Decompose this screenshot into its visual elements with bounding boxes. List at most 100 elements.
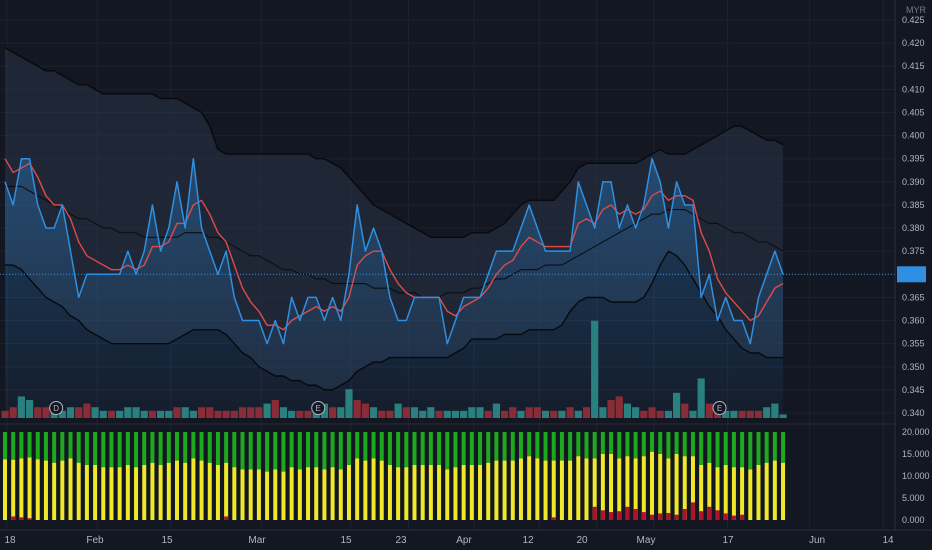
oscillator-bar-red [11, 516, 16, 520]
oscillator-pane[interactable] [3, 432, 786, 520]
oscillator-bar-green [633, 432, 638, 459]
volume-bar [427, 407, 435, 418]
price-pane[interactable] [0, 47, 895, 413]
oscillator-bar-red [641, 512, 646, 520]
oscillator-bar-yellow [412, 465, 417, 520]
oscillator-bar-green [371, 432, 376, 459]
event-marker-circle [49, 401, 64, 415]
oscillator-bar-green [60, 432, 65, 461]
oscillator-bar-red [19, 517, 24, 520]
oscillator-bar-green [568, 432, 573, 461]
oscillator-bar-yellow [199, 460, 204, 520]
volume-bar [615, 396, 623, 418]
oscillator-bar-yellow [314, 467, 319, 520]
bollinger-lower-line [5, 250, 784, 391]
volume-bar [238, 407, 247, 418]
oscillator-axis-tick: 0.000 [902, 515, 925, 525]
oscillator-bar-yellow [461, 465, 466, 520]
oscillator-bar-yellow [518, 458, 523, 520]
oscillator-bar-green [346, 432, 351, 465]
oscillator-bar-yellow [715, 467, 720, 520]
time-axis-label: Apr [456, 535, 472, 546]
oscillator-bar-yellow [43, 460, 48, 520]
time-axis-label: Feb [86, 535, 104, 546]
oscillator-bar-yellow [527, 456, 532, 520]
oscillator-bar-yellow [52, 462, 57, 520]
volume-bar [509, 407, 517, 418]
volume-bar [451, 410, 460, 418]
oscillator-bar-green [289, 432, 294, 468]
volume-bar [140, 410, 148, 418]
oscillator-bar-red [600, 510, 605, 520]
oscillator-bar-yellow [322, 469, 327, 520]
oscillator-bar-green [764, 432, 769, 463]
price-axis-tick: 0.345 [902, 385, 925, 395]
price-axis-tick: 0.410 [902, 84, 925, 94]
oscillator-bar-green [674, 432, 679, 454]
oscillator-bar-green [76, 432, 81, 463]
time-axis-label: 12 [522, 535, 534, 546]
volume-bar [402, 407, 410, 418]
event-marker[interactable]: E [311, 401, 326, 415]
oscillator-bar-yellow [674, 454, 679, 520]
volume-bar [296, 410, 304, 418]
oscillator-bar-yellow [19, 458, 24, 520]
volume-bar [386, 410, 394, 418]
volume-bar [66, 407, 75, 418]
oscillator-bar-yellow [609, 454, 614, 520]
volume-bar [369, 407, 378, 418]
oscillator-bar-green [527, 432, 532, 457]
oscillator-bar-green [379, 432, 384, 461]
price-axis[interactable] [895, 0, 932, 530]
oscillator-bar-yellow [502, 460, 507, 520]
oscillator-bar-yellow [723, 465, 728, 520]
time-axis-label: 23 [395, 535, 407, 546]
time-axis-label: 17 [722, 535, 734, 546]
time-axis-label: Jun [809, 535, 825, 546]
volume-bar [410, 407, 419, 418]
oscillator-bar-yellow [346, 465, 351, 520]
oscillator-bar-green [117, 432, 122, 468]
oscillator-bar-red [674, 514, 679, 520]
oscillator-bar-green [101, 432, 106, 468]
oscillator-bar-green [682, 432, 687, 457]
oscillator-bar-yellow [764, 462, 769, 520]
price-axis-tick: 0.390 [902, 177, 925, 187]
oscillator-bar-yellow [289, 467, 294, 520]
oscillator-axis-tick: 5.000 [902, 493, 925, 503]
price-axis-tick: 0.425 [902, 15, 925, 25]
time-axis[interactable]: 18 Feb 15 Mar 15 23 Apr 12 20 May 17 Jun 14 [4, 535, 894, 546]
oscillator-axis-tick: 15.000 [902, 449, 930, 459]
oscillator-bar-green [535, 432, 540, 459]
oscillator-bar-yellow [3, 459, 7, 520]
oscillator-bar-yellow [191, 458, 196, 520]
oscillator-bar-yellow [183, 462, 188, 520]
oscillator-bar-red [699, 511, 704, 520]
oscillator-bar-red [625, 506, 630, 520]
oscillator-bar-green [142, 432, 147, 465]
oscillator-bar-green [43, 432, 48, 461]
oscillator-bar-green [486, 432, 491, 463]
bollinger-upper-line [4, 47, 784, 239]
volume-bar [247, 407, 255, 418]
oscillator-bar-yellow [494, 460, 499, 520]
oscillator-bar-red [731, 515, 736, 520]
volume-bar [99, 410, 107, 418]
event-marker[interactable]: D [49, 401, 64, 415]
event-marker[interactable]: E [712, 401, 727, 415]
volume-bar [361, 403, 369, 418]
oscillator-bar-green [715, 432, 720, 468]
oscillator-bar-yellow [125, 465, 130, 520]
volume-bar [378, 410, 386, 418]
oscillator-bar-yellow [650, 451, 655, 520]
oscillator-bar-green [199, 432, 204, 461]
oscillator-bar-red [609, 512, 614, 520]
volume-bar [672, 392, 681, 418]
volume-bar [353, 400, 361, 418]
oscillator-bar-yellow [453, 467, 458, 520]
oscillator-bar-green [281, 432, 286, 472]
time-axis-label: 20 [576, 535, 588, 546]
oscillator-bar-green [404, 432, 409, 468]
volume-bar [165, 410, 173, 418]
